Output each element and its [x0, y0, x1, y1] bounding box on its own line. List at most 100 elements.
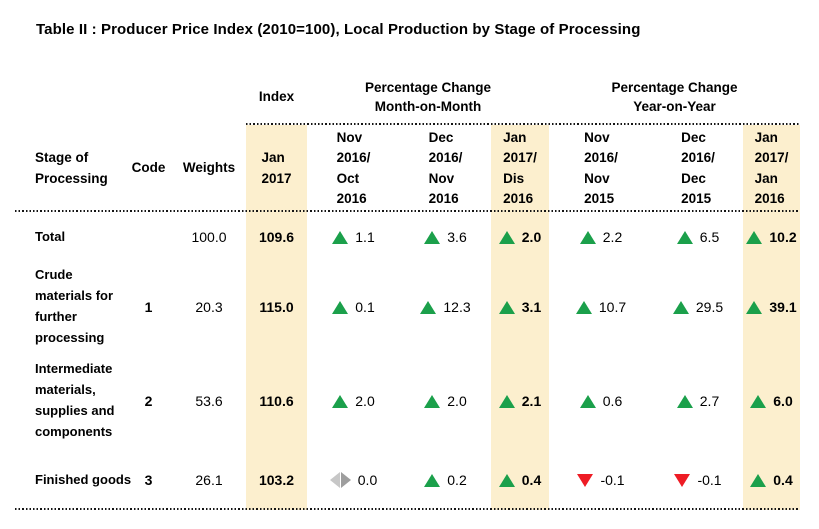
- index-value: 110.6: [259, 392, 294, 409]
- stage-label: Intermediate materials, supplies and compon…: [35, 361, 115, 439]
- change-value: 2.7: [699, 392, 720, 409]
- weights-value: 53.6: [195, 392, 223, 409]
- up-triangle-icon: [746, 230, 763, 244]
- change-value: 3.1: [521, 298, 542, 315]
- up-triangle-icon: [498, 473, 515, 487]
- ppi-table: Index Percentage Change Month-on-Month Pe…: [15, 70, 800, 510]
- mom-change-cell: 3.1: [491, 262, 549, 352]
- stage-label: Finished goods: [35, 471, 132, 487]
- up-triangle-icon: [424, 473, 441, 487]
- index-group-header: Index: [258, 89, 295, 105]
- change-value: 1.1: [355, 228, 375, 245]
- weights-column-header: Weights: [182, 160, 236, 176]
- index-period-header: Jan 2017: [261, 150, 292, 186]
- up-triangle-icon: [332, 300, 349, 314]
- yoy-change-cell: 10.2: [743, 212, 800, 262]
- change-value: 2.2: [602, 228, 623, 245]
- mom-change-cell: 2.0: [307, 352, 400, 450]
- change-value: 2.0: [355, 392, 375, 409]
- up-triangle-icon: [672, 300, 689, 314]
- code-value: 3: [144, 471, 153, 488]
- up-triangle-icon: [424, 230, 441, 244]
- table-grid: Index Percentage Change Month-on-Month Pe…: [15, 70, 800, 510]
- change-value: 2.1: [521, 392, 542, 409]
- up-triangle-icon: [579, 230, 596, 244]
- change-value: 12.3: [443, 298, 471, 315]
- up-triangle-icon: [676, 230, 693, 244]
- mom-change-cell: 3.6: [400, 212, 491, 262]
- no-change-icon: [329, 472, 351, 488]
- change-value: 2.0: [521, 228, 542, 245]
- up-triangle-icon: [750, 394, 767, 408]
- yoy-period-header: Jan 2017/Jan 2016: [754, 130, 789, 206]
- mom-period-header: Nov 2016/Oct 2016: [336, 130, 371, 206]
- change-value: 6.5: [699, 228, 720, 245]
- change-value: 0.1: [355, 298, 375, 315]
- code-value: 2: [144, 392, 153, 409]
- mom-change-cell: 2.1: [491, 352, 549, 450]
- change-value: 3.6: [447, 228, 467, 245]
- code-column-header: Code: [131, 160, 166, 176]
- weights-value: 26.1: [195, 471, 223, 488]
- change-value: 10.7: [598, 298, 627, 315]
- weights-value: 100.0: [191, 228, 227, 245]
- yoy-change-cell: 39.1: [743, 262, 800, 352]
- yoy-change-cell: -0.1: [653, 450, 743, 510]
- dotted-rule-top: [246, 123, 800, 125]
- up-triangle-icon: [498, 394, 515, 408]
- yoy-period-header: Nov 2016/Nov 2015: [584, 130, 618, 206]
- index-value: 109.6: [258, 228, 295, 245]
- up-triangle-icon: [746, 300, 763, 314]
- yoy-group-header: Percentage Change Year-on-Year: [611, 79, 738, 114]
- change-value: 2.0: [447, 392, 467, 409]
- mom-change-cell: 2.0: [491, 212, 549, 262]
- stage-label: Total: [35, 228, 66, 244]
- change-value: 6.0: [773, 392, 793, 409]
- change-value: 0.0: [357, 471, 378, 488]
- change-value: 39.1: [769, 298, 797, 315]
- yoy-change-cell: 29.5: [653, 262, 743, 352]
- yoy-change-cell: 10.7: [549, 262, 653, 352]
- stage-label: Crude materials for further processing: [35, 267, 114, 345]
- change-value: 29.5: [695, 298, 724, 315]
- yoy-change-cell: -0.1: [549, 450, 653, 510]
- yoy-change-cell: 2.7: [653, 352, 743, 450]
- change-value: 0.4: [773, 471, 793, 488]
- up-triangle-icon: [750, 473, 767, 487]
- mom-period-header: Jan 2017/Dis 2016: [503, 130, 537, 206]
- mom-change-cell: 0.4: [491, 450, 549, 510]
- change-value: 10.2: [769, 228, 797, 245]
- index-value: 103.2: [258, 471, 295, 488]
- code-value: [125, 212, 172, 262]
- index-value: 115.0: [259, 298, 294, 315]
- mom-change-cell: 0.2: [400, 450, 491, 510]
- yoy-change-cell: 6.0: [743, 352, 800, 450]
- up-triangle-icon: [332, 230, 349, 244]
- change-value: -0.1: [600, 471, 625, 488]
- mom-group-header: Percentage Change Month-on-Month: [364, 79, 492, 114]
- yoy-change-cell: 2.2: [549, 212, 653, 262]
- up-triangle-icon: [420, 300, 437, 314]
- yoy-change-cell: 6.5: [653, 212, 743, 262]
- up-triangle-icon: [575, 300, 592, 314]
- up-triangle-icon: [424, 394, 441, 408]
- mom-change-cell: 2.0: [400, 352, 491, 450]
- mom-change-cell: 0.0: [307, 450, 400, 510]
- change-value: 0.6: [602, 392, 623, 409]
- up-triangle-icon: [579, 394, 596, 408]
- highlight-column-yoy-jan: [743, 125, 800, 510]
- mom-change-cell: 1.1: [307, 212, 400, 262]
- highlight-column-mom-jan: [491, 125, 549, 510]
- yoy-period-header: Dec 2016/Dec 2015: [681, 130, 715, 206]
- code-value: 1: [144, 298, 153, 315]
- up-triangle-icon: [498, 230, 515, 244]
- stage-column-header: Stage of Processing: [35, 150, 108, 186]
- yoy-change-cell: 0.4: [743, 450, 800, 510]
- dotted-rule-header: [15, 210, 800, 212]
- up-triangle-icon: [498, 300, 515, 314]
- down-triangle-icon: [674, 473, 691, 487]
- yoy-change-cell: 0.6: [549, 352, 653, 450]
- change-value: -0.1: [697, 471, 722, 488]
- weights-value: 20.3: [195, 298, 223, 315]
